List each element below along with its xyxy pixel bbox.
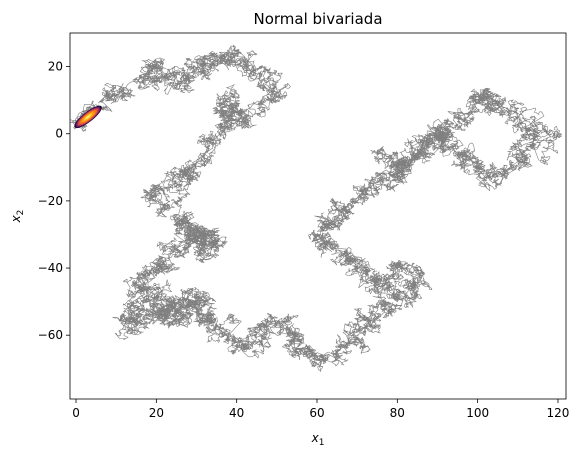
y-tick-label: −40 bbox=[38, 261, 63, 275]
y-tick-label: −20 bbox=[38, 194, 63, 208]
y-axis-ticks: 20 0 −20 −40 −60 bbox=[38, 60, 70, 342]
x-tick-label: 0 bbox=[72, 406, 80, 420]
x-tick-label: 40 bbox=[229, 406, 244, 420]
y-axis-label-main: x bbox=[9, 214, 23, 223]
y-axis-label: x2 bbox=[9, 210, 26, 224]
x-tick-label: 120 bbox=[547, 406, 570, 420]
plot-frame bbox=[69, 32, 567, 400]
x-tick-label: 100 bbox=[466, 406, 489, 420]
x-axis-label-subscript: 1 bbox=[319, 438, 325, 448]
series-line bbox=[70, 44, 563, 372]
y-tick-label: −60 bbox=[38, 328, 63, 342]
random-walk-path bbox=[70, 44, 563, 372]
y-tick-label: 20 bbox=[48, 60, 63, 74]
density-ellipse-shape bbox=[74, 105, 102, 129]
density-ellipse bbox=[74, 105, 102, 129]
x-tick-label: 60 bbox=[309, 406, 324, 420]
chart-title: Normal bivariada bbox=[253, 10, 382, 28]
y-tick-label: 0 bbox=[55, 127, 63, 141]
x-axis-ticks: 0 20 40 60 80 100 120 bbox=[72, 399, 569, 420]
plot-area bbox=[70, 44, 563, 372]
x-tick-label: 80 bbox=[390, 406, 405, 420]
y-axis-label-subscript: 2 bbox=[16, 210, 26, 216]
x-axis-label-main: x bbox=[311, 431, 320, 445]
x-tick-label: 20 bbox=[149, 406, 164, 420]
x-axis-label: x1 bbox=[311, 431, 325, 448]
